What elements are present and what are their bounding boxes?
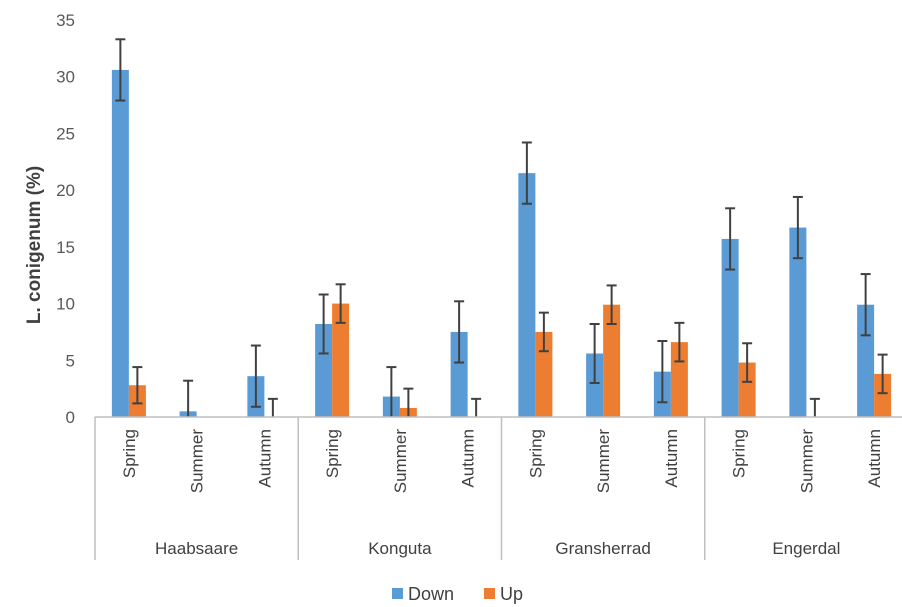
- x-tick-label: Spring: [323, 429, 342, 478]
- y-tick-label: 10: [56, 295, 75, 314]
- x-tick-label: Autumn: [865, 429, 884, 488]
- error-bar-up-8: [606, 284, 617, 325]
- error-bar-up-4: [335, 283, 346, 324]
- legend-label: Up: [500, 584, 523, 604]
- group-label: Engerdal: [772, 539, 840, 558]
- y-tick-label: 15: [56, 238, 75, 257]
- legend-swatch: [392, 588, 403, 599]
- error-bar-up-1: [132, 366, 143, 405]
- bar-down-11: [789, 227, 807, 417]
- group-label: Gransherrad: [555, 539, 650, 558]
- bar-down-1: [111, 69, 129, 417]
- y-tick-label: 0: [66, 408, 75, 427]
- bars: [111, 69, 892, 417]
- legend: Down Up: [392, 584, 523, 604]
- error-bar-down-5: [386, 366, 397, 417]
- legend-label: Down: [408, 584, 454, 604]
- bar-up-8: [603, 304, 621, 417]
- bar-down-4: [315, 323, 333, 417]
- error-bar-down-3: [250, 344, 261, 408]
- group-label: Konguta: [368, 539, 432, 558]
- x-tick-label: Summer: [391, 429, 410, 494]
- error-bar-down-7: [521, 141, 532, 205]
- x-tick-label: Spring: [730, 429, 749, 478]
- x-tick-label: Autumn: [459, 429, 478, 488]
- bar-up-10: [738, 362, 756, 417]
- error-bar-up-12: [877, 353, 888, 395]
- x-tick-label: Summer: [594, 429, 613, 494]
- y-axis-ticks: 0 5 10 15 20 25 30 35: [56, 11, 75, 427]
- legend-swatch: [484, 588, 495, 599]
- bar-up-4: [332, 303, 350, 417]
- y-tick-label: 20: [56, 181, 75, 200]
- error-bar-down-11: [792, 195, 803, 260]
- legend-item-up: Up: [484, 584, 523, 604]
- x-tick-label: Summer: [188, 429, 207, 494]
- y-tick-label: 35: [56, 11, 75, 30]
- error-bar-down-6: [454, 300, 465, 364]
- error-bar-up-7: [538, 311, 549, 353]
- error-bar-up-9: [674, 321, 685, 363]
- bar-down-6: [450, 331, 468, 417]
- x-tick-label: Spring: [526, 429, 545, 478]
- error-bar-down-1: [115, 38, 126, 102]
- error-bar-up-5: [403, 387, 414, 417]
- error-bar-down-4: [318, 293, 329, 355]
- x-tick-label: Autumn: [662, 429, 681, 488]
- error-bar-up-6: [471, 397, 482, 417]
- error-bar-up-3: [267, 397, 278, 417]
- error-bar-down-9: [657, 340, 668, 404]
- error-bar-up-11: [809, 397, 820, 417]
- bar-up-7: [535, 331, 553, 417]
- x-tick-label: Spring: [120, 429, 139, 478]
- x-tick-label: Autumn: [255, 429, 274, 488]
- x-axis: Spring Summer Autumn Spring Summer Autumn Spri…: [94, 416, 902, 560]
- y-tick-label: 30: [56, 68, 75, 87]
- error-bar-down-8: [589, 322, 600, 384]
- bar-down-12: [857, 304, 875, 417]
- error-bar-down-10: [725, 207, 736, 271]
- y-axis-title: L. conigenum (%): [24, 166, 45, 324]
- error-bar-down-2: [183, 379, 194, 417]
- bar-up-12: [874, 373, 892, 417]
- bar-down-10: [721, 238, 739, 417]
- bar-down-7: [518, 173, 536, 417]
- x-tick-label: Summer: [797, 429, 816, 494]
- error-bar-up-10: [742, 342, 753, 383]
- group-label: Haabsaare: [155, 539, 238, 558]
- y-tick-label: 25: [56, 124, 75, 143]
- error-bar-down-12: [860, 273, 871, 337]
- bar-down-8: [586, 353, 604, 417]
- error-bars: [115, 38, 888, 417]
- y-tick-label: 5: [66, 351, 75, 370]
- legend-item-down: Down: [392, 584, 454, 604]
